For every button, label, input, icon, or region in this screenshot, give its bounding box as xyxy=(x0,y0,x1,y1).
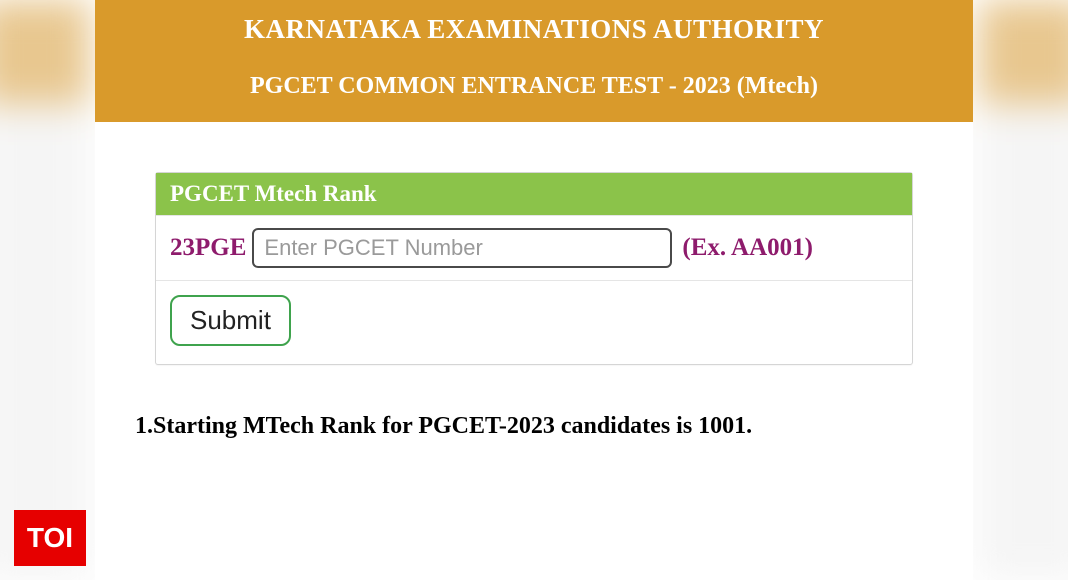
input-row: 23PGE (Ex. AA001) xyxy=(156,215,912,280)
form-table: PGCET Mtech Rank 23PGE (Ex. AA001) Submi… xyxy=(155,172,913,365)
pgcet-hint: (Ex. AA001) xyxy=(682,234,813,262)
starting-rank-note: 1.Starting MTech Rank for PGCET-2023 can… xyxy=(95,365,973,440)
background-blur-right xyxy=(978,0,1068,580)
page-header: KARNATAKA EXAMINATIONS AUTHORITY PGCET C… xyxy=(95,0,973,122)
submit-button[interactable]: Submit xyxy=(170,295,291,346)
form-title: PGCET Mtech Rank xyxy=(156,173,912,215)
main-container: KARNATAKA EXAMINATIONS AUTHORITY PGCET C… xyxy=(95,0,973,580)
toi-logo-badge: TOI xyxy=(14,510,86,566)
background-blur-left xyxy=(0,0,90,580)
authority-title: KARNATAKA EXAMINATIONS AUTHORITY xyxy=(105,14,963,45)
form-wrapper: PGCET Mtech Rank 23PGE (Ex. AA001) Submi… xyxy=(95,122,973,365)
test-title: PGCET COMMON ENTRANCE TEST - 2023 (Mtech… xyxy=(105,73,963,100)
pgcet-prefix: 23PGE xyxy=(170,234,246,262)
submit-row: Submit xyxy=(156,280,912,364)
pgcet-number-input[interactable] xyxy=(252,228,672,268)
